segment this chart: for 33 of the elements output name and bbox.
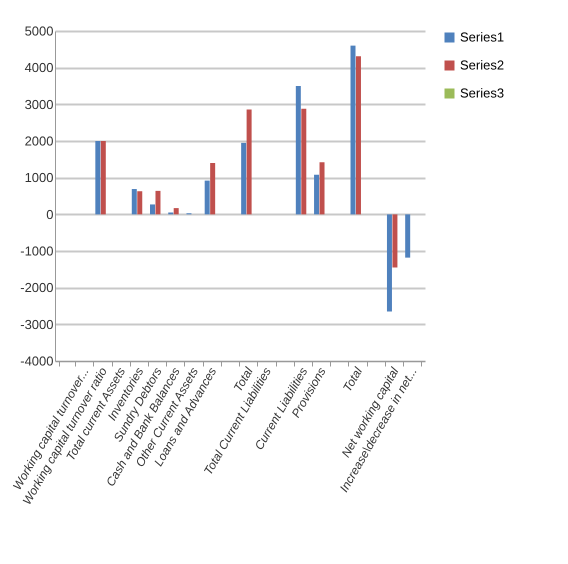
bar: [155, 190, 160, 214]
y-tick-label: -1000: [20, 244, 54, 258]
y-tick-label: 3000: [24, 96, 54, 112]
legend-label: Series2: [460, 58, 504, 72]
y-tick-label: -4000: [20, 354, 54, 368]
bar: [392, 214, 398, 268]
bar: [405, 214, 410, 258]
y-tick-label: 4000: [24, 60, 54, 76]
y-tick-label: -3000: [20, 316, 54, 332]
bar: [320, 162, 325, 214]
bar: [150, 204, 156, 214]
bar: [356, 56, 361, 214]
y-tick-label: -2000: [20, 280, 54, 296]
bar: [386, 214, 392, 312]
bar: [301, 108, 306, 214]
legend-label: Series3: [460, 86, 504, 100]
bar: [314, 174, 320, 214]
y-tick-label: 0: [46, 206, 54, 222]
bar: [241, 142, 246, 214]
y-tick-label: 5000: [24, 24, 54, 38]
legend-label: Series1: [460, 30, 504, 44]
bar: [350, 46, 356, 214]
y-tick-label: 2000: [24, 134, 54, 148]
bar: [132, 189, 137, 214]
y-tick-label: 1000: [24, 170, 54, 186]
bar: [246, 109, 252, 214]
bar: [100, 141, 106, 214]
bar: [95, 141, 100, 214]
bar: [174, 208, 179, 214]
bar: [137, 191, 142, 214]
bar: [204, 180, 210, 214]
bar: [296, 86, 301, 214]
bar: [210, 163, 216, 214]
